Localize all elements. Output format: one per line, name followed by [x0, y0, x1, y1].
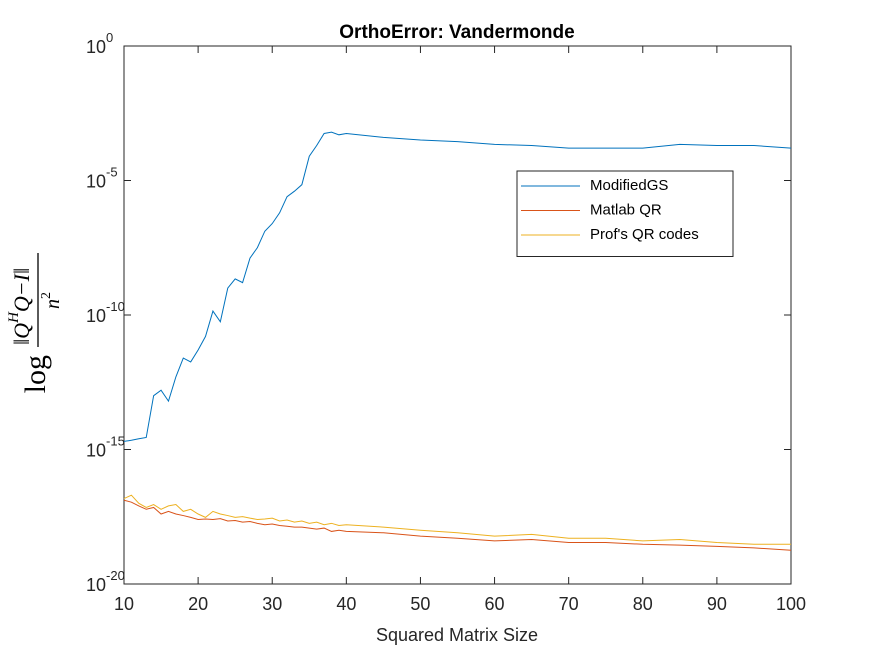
x-tick-label: 10 [114, 594, 134, 614]
y-tick-base: 10 [86, 306, 106, 326]
y-label-denominator: n2 [39, 292, 63, 309]
y-tick-exponent: -10 [106, 299, 125, 314]
y-tick-base: 10 [86, 171, 106, 191]
y-label-part: n [42, 299, 64, 309]
data-line [123, 499, 792, 551]
y-label-part: 2 [39, 292, 54, 299]
y-label-part: ‖Q [9, 323, 34, 345]
y-tick-label: 10-10 [86, 299, 125, 325]
x-tick-label: 20 [188, 594, 208, 614]
data-line [123, 494, 791, 545]
y-tick-base: 10 [86, 440, 106, 460]
x-axis-label: Squared Matrix Size [376, 625, 538, 645]
legend-box [516, 170, 734, 257]
y-tick-exponent: -20 [106, 568, 125, 583]
x-tick-label: 70 [559, 594, 579, 614]
y-label-part: H [6, 311, 22, 324]
x-tick-label: 90 [707, 594, 727, 614]
y-tick-label: 100 [86, 30, 113, 56]
legend-label: ModifiedGS [590, 177, 668, 194]
y-tick-label: 10-15 [86, 434, 125, 460]
y-tick-base: 10 [86, 575, 106, 595]
y-label-numerator: ‖QHQ−I‖ [6, 268, 34, 345]
y-label-prefix: log [19, 355, 52, 393]
y-tick-label: 10-5 [86, 165, 118, 191]
x-tick-label: 40 [336, 594, 356, 614]
y-label-part: Q−I‖ [9, 268, 34, 312]
y-tick-exponent: -15 [106, 434, 125, 449]
y-tick-label: 10-20 [86, 568, 125, 594]
y-axis-label: log ‖QHQ−I‖ n2 [6, 253, 64, 393]
y-tick-exponent: -5 [106, 165, 118, 180]
x-tick-label: 50 [410, 594, 430, 614]
legend-label: Matlab QR [590, 201, 662, 218]
y-tick-base: 10 [86, 37, 106, 57]
x-tick-label: 100 [776, 594, 806, 614]
plot-area [123, 45, 792, 585]
legend-label: Prof's QR codes [590, 226, 699, 243]
chart-title: OrthoError: Vandermonde [339, 22, 574, 43]
x-tick-label: 80 [633, 594, 653, 614]
y-tick-exponent: 0 [106, 30, 113, 45]
data-line [123, 131, 792, 442]
x-tick-label: 30 [262, 594, 282, 614]
x-tick-label: 60 [485, 594, 505, 614]
